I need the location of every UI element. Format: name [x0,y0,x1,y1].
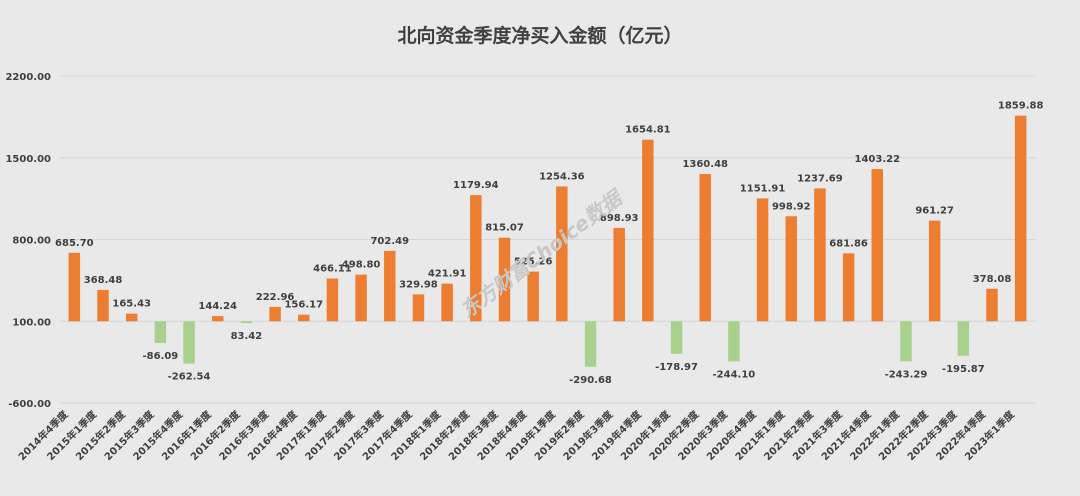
bar [957,321,970,356]
bar [842,253,855,322]
bar [756,198,769,322]
bar [785,216,797,322]
data-label: -244.10 [713,369,756,380]
bar [298,314,310,322]
data-label: 898.93 [600,213,639,224]
bar [355,274,367,322]
data-label: 961.27 [915,206,954,217]
bar [900,321,912,362]
bar [642,139,654,322]
bar [670,321,683,354]
data-label: 685.70 [55,238,94,249]
bar [68,252,81,322]
data-label: 702.49 [370,236,409,247]
bar [326,278,339,322]
data-label: -86.09 [142,351,178,362]
x-tick-label: 2014年4季度 [15,407,71,463]
y-tick-label: 100.00 [12,317,51,328]
data-label: -178.97 [655,362,698,373]
bar [97,289,109,322]
data-label: 83.42 [231,331,263,342]
data-label: -262.54 [168,372,211,383]
data-label: 998.92 [772,201,811,212]
bar [498,237,511,322]
data-label: 815.07 [485,223,524,234]
bar [928,220,941,322]
bars [68,115,1027,367]
chart-title: 北向资金季度净买入金额（亿元） [397,24,682,47]
bar [125,313,138,322]
data-label: 329.98 [399,279,438,290]
bar [527,271,539,322]
x-axis-ticks: 2014年4季度2015年1季度2015年2季度2015年3季度2015年4季度… [15,407,1017,463]
bar [556,186,568,322]
data-label: 1859.88 [998,101,1044,112]
y-tick-label: 2200.00 [5,72,51,83]
bar [183,321,195,364]
data-label: 1151.91 [740,183,786,194]
data-label: 1403.22 [855,154,901,165]
data-label: 1360.48 [682,159,728,170]
data-label: -290.68 [569,375,612,386]
bar [470,195,482,322]
bar [814,188,826,322]
bar [1014,115,1027,322]
y-tick-label: 1500.00 [5,154,51,165]
bar [728,321,740,362]
bar [211,316,224,322]
data-label: 156.17 [284,300,323,311]
data-label: 165.43 [112,299,151,310]
data-label: 466.11 [313,263,352,274]
data-label: 368.48 [84,275,123,286]
y-tick-label: 800.00 [12,236,51,247]
bar [269,306,281,322]
bar [871,169,884,322]
y-axis-ticks: 2200.00 1500.00 800.00 100.00 -600.00 [5,72,51,410]
data-label: 378.08 [973,274,1012,285]
data-label: -243.29 [885,369,928,380]
bar [584,321,597,367]
bar [699,174,711,322]
data-label: 1254.36 [539,171,585,182]
data-label: 498.80 [342,260,381,271]
bar [441,283,453,322]
data-label: 681.86 [829,238,868,249]
data-label: 1237.69 [797,173,843,184]
bar [412,294,425,322]
watermark-logo: 东方财富Choice数据 [456,184,629,322]
data-label: 222.96 [256,292,295,303]
bar [240,321,253,324]
data-label: 1179.94 [453,180,499,191]
bar [154,321,167,343]
data-label: -195.87 [942,364,985,375]
data-label: 144.24 [198,301,237,312]
bar [986,288,998,322]
data-label: 525.26 [514,257,553,268]
bar [384,250,396,322]
y-tick-label: -600.00 [8,399,51,410]
data-label: 421.91 [428,269,467,280]
bar [613,227,625,322]
data-labels: 685.70 368.48 165.43 -86.09 -262.54 144.24 83.… [55,101,1043,386]
data-label: 1654.81 [625,125,671,136]
